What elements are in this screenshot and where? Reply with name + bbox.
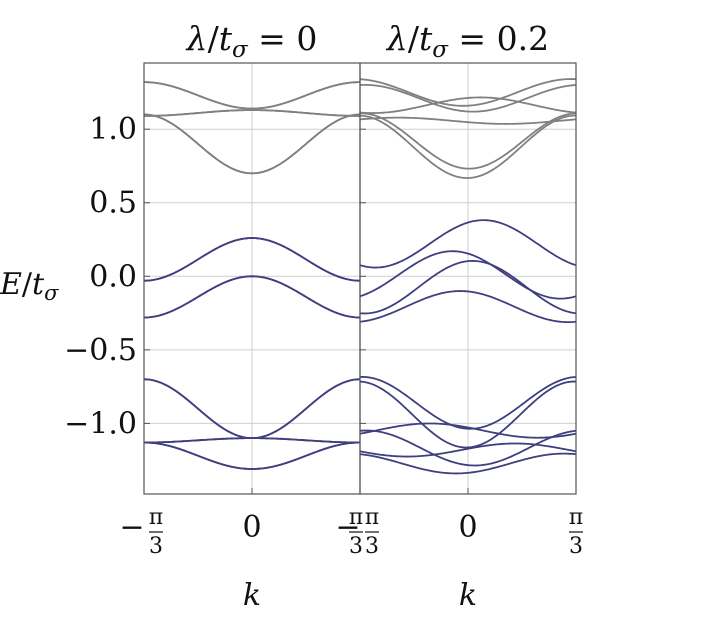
y-tick-label: −0.5 xyxy=(64,333,137,368)
band-lower-3-2 xyxy=(359,380,577,449)
band-lower-4-2 xyxy=(143,437,361,444)
x-tick-label: π3 xyxy=(349,505,363,559)
svg-text:3: 3 xyxy=(365,534,379,559)
band-upper-2-1 xyxy=(359,96,577,114)
svg-text:π: π xyxy=(349,505,363,530)
y-tick-labels: 1.0 0.5 0.0 −0.5 −1.0 xyxy=(64,112,137,441)
band-lower-5-1 xyxy=(359,429,577,467)
x-tick-label: − π3 xyxy=(335,505,379,559)
band-upper-2-2 xyxy=(143,109,361,117)
x-axis-label: k xyxy=(243,578,261,613)
band-lower-4-2 xyxy=(359,442,577,458)
band-lower-2-1 xyxy=(359,260,577,315)
band-upper-3-2 xyxy=(143,113,361,175)
y-tick-label: 1.0 xyxy=(89,112,137,147)
band-lower-2-2 xyxy=(143,275,361,319)
x-axis-label: k xyxy=(459,578,477,613)
band-lower-3-1 xyxy=(359,376,577,430)
svg-text:−: − xyxy=(335,510,360,545)
panel-title: λ/tσ = 0.2 xyxy=(385,19,549,63)
band-lower-5-2 xyxy=(143,441,361,470)
svg-text:3: 3 xyxy=(569,534,583,559)
svg-text:π: π xyxy=(365,505,379,530)
svg-text:3: 3 xyxy=(149,534,163,559)
y-tick-label: 0.5 xyxy=(89,186,137,221)
band-lower-4-1 xyxy=(359,422,577,439)
svg-text:−: − xyxy=(119,510,144,545)
band-lower-1-1 xyxy=(359,219,577,269)
bands xyxy=(143,81,361,470)
svg-text:3: 3 xyxy=(349,534,363,559)
band-lower-2-2 xyxy=(359,290,577,324)
band-upper-1-2 xyxy=(359,83,577,113)
x-tick-label: 0 xyxy=(458,510,477,545)
band-lower-5-2 xyxy=(359,452,577,475)
bands xyxy=(359,78,577,475)
band-lower-1-2 xyxy=(143,237,361,282)
band-upper-2-2 xyxy=(359,116,577,125)
svg-text:π: π xyxy=(569,505,583,530)
band-upper-1-1 xyxy=(359,78,577,107)
band-lower-1-2 xyxy=(359,250,577,300)
x-tick-label: π3 xyxy=(569,505,583,559)
band-upper-3-2 xyxy=(359,114,576,179)
panel-1: λ/tσ = 0− π30 π3k xyxy=(119,19,363,613)
band-upper-1-2 xyxy=(143,81,361,110)
x-tick-label: 0 xyxy=(242,510,261,545)
svg-text:π: π xyxy=(149,505,163,530)
y-tick-label: −1.0 xyxy=(64,406,137,441)
band-upper-3-1 xyxy=(359,112,577,170)
panel-2: λ/tσ = 0.2− π30 π3k xyxy=(335,19,583,613)
y-axis-label: E/tσ xyxy=(0,267,59,305)
y-tick-label: 0.0 xyxy=(89,259,137,294)
panel-title: λ/tσ = 0 xyxy=(185,19,318,63)
x-tick-label: − π 3 xyxy=(119,505,163,559)
